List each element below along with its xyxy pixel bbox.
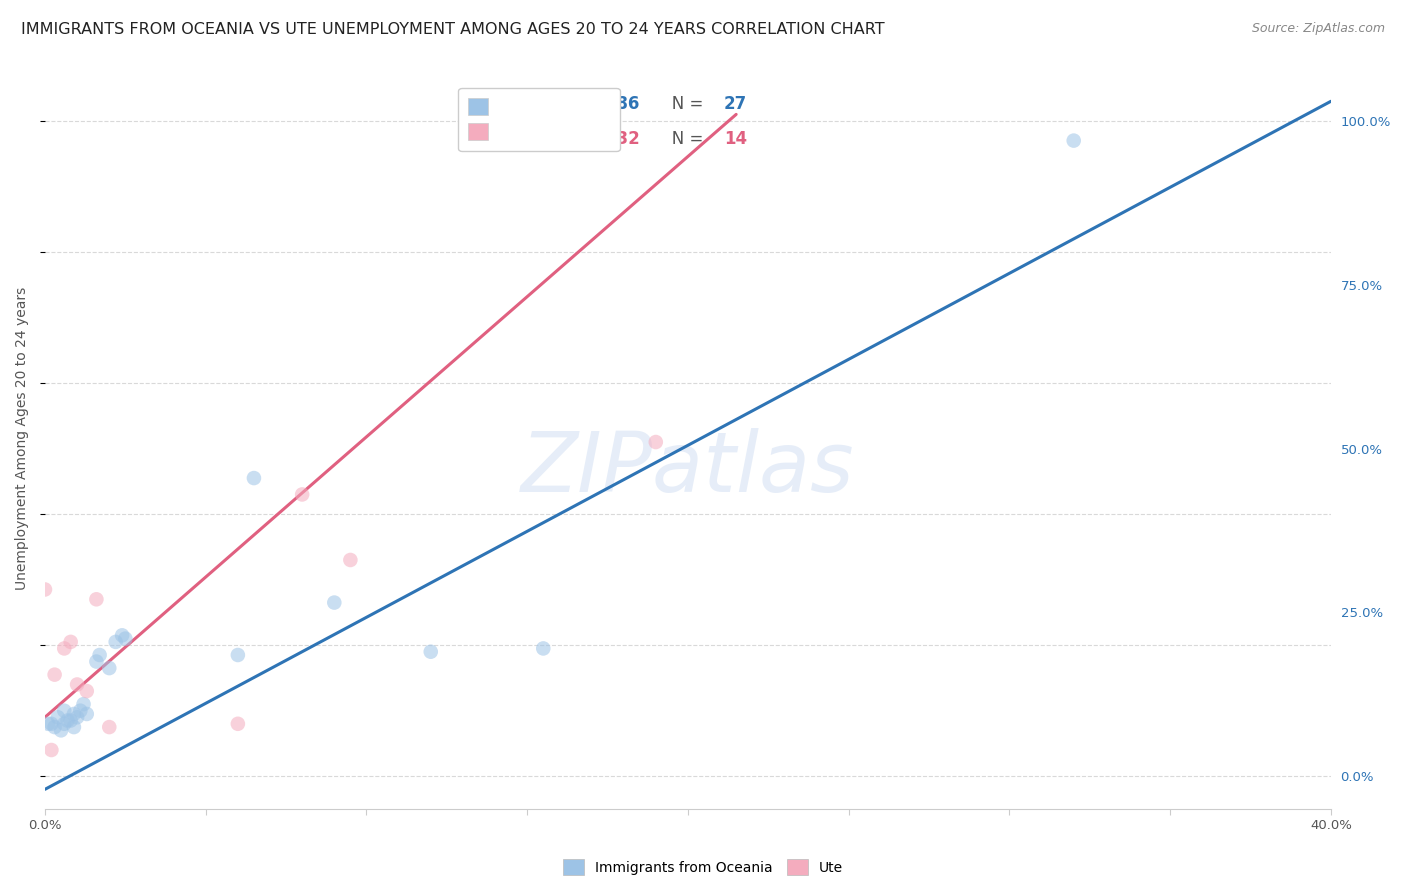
- Point: [53, 641, 76, 656]
- Point: [1063, 134, 1085, 148]
- Point: [56, 714, 79, 728]
- Text: Source: ZipAtlas.com: Source: ZipAtlas.com: [1251, 22, 1385, 36]
- Point: [104, 635, 127, 649]
- Point: [59, 714, 82, 728]
- Text: ZIPatlas: ZIPatlas: [522, 428, 855, 508]
- Point: [72, 697, 94, 711]
- Point: [226, 716, 249, 731]
- Text: 0.886: 0.886: [588, 95, 640, 113]
- Legend: Immigrants from Oceania, Ute: Immigrants from Oceania, Ute: [558, 854, 848, 880]
- Point: [76, 706, 98, 721]
- Point: [98, 661, 121, 675]
- Point: [63, 706, 86, 721]
- Point: [339, 553, 361, 567]
- Point: [86, 592, 108, 607]
- Point: [63, 720, 86, 734]
- Point: [66, 710, 89, 724]
- Point: [37, 716, 59, 731]
- Text: R =: R =: [534, 95, 569, 113]
- Point: [76, 684, 98, 698]
- Text: N =: N =: [655, 130, 709, 148]
- Point: [53, 704, 76, 718]
- Y-axis label: Unemployment Among Ages 20 to 24 years: Unemployment Among Ages 20 to 24 years: [15, 287, 30, 591]
- Point: [86, 655, 108, 669]
- Point: [501, 134, 523, 148]
- Point: [111, 628, 134, 642]
- Point: [41, 743, 63, 757]
- Point: [291, 487, 314, 501]
- Point: [644, 435, 666, 450]
- Point: [34, 582, 56, 597]
- Point: [59, 635, 82, 649]
- Text: R =: R =: [534, 130, 569, 148]
- Point: [98, 720, 121, 734]
- Text: N =: N =: [655, 95, 709, 113]
- Text: 14: 14: [724, 130, 747, 148]
- Text: IMMIGRANTS FROM OCEANIA VS UTE UNEMPLOYMENT AMONG AGES 20 TO 24 YEARS CORRELATIO: IMMIGRANTS FROM OCEANIA VS UTE UNEMPLOYM…: [21, 22, 884, 37]
- Point: [69, 704, 91, 718]
- Point: [46, 710, 69, 724]
- Point: [44, 720, 66, 734]
- Legend: placeholder1, placeholder2: placeholder1, placeholder2: [458, 88, 620, 151]
- Point: [226, 648, 249, 662]
- Point: [323, 596, 346, 610]
- Point: [243, 471, 266, 485]
- Point: [114, 632, 136, 646]
- Point: [44, 667, 66, 681]
- Point: [49, 723, 72, 738]
- Point: [531, 641, 554, 656]
- Point: [53, 716, 76, 731]
- Text: 0.732: 0.732: [588, 130, 640, 148]
- Point: [419, 645, 441, 659]
- Text: 27: 27: [724, 95, 747, 113]
- Point: [41, 716, 63, 731]
- Point: [66, 677, 89, 691]
- Point: [89, 648, 111, 662]
